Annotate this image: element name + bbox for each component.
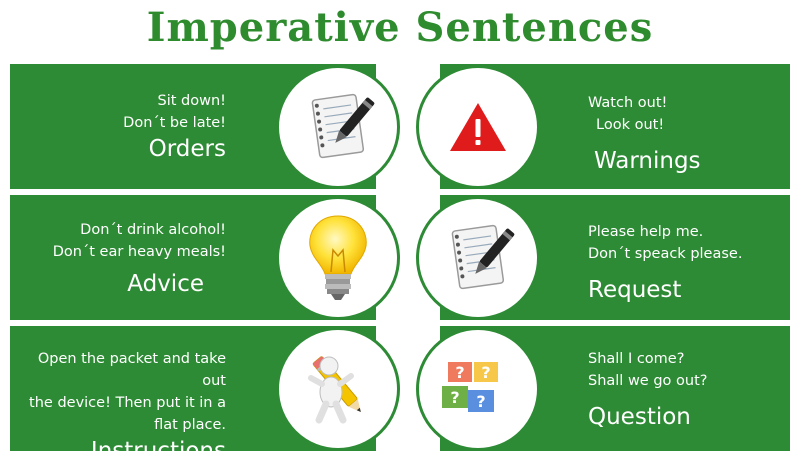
- notepad-pen-icon: [311, 93, 375, 159]
- svg-text:?: ?: [476, 392, 485, 411]
- instructions-line-2: the device! Then put it in a: [29, 395, 226, 411]
- question-heading: Question: [588, 404, 691, 430]
- notepad-pen-icon: [451, 224, 515, 290]
- request-heading: Request: [588, 277, 682, 303]
- page-title: Imperative Sentences: [146, 4, 654, 51]
- warning-triangle-icon: [450, 103, 506, 151]
- request-icon-circle: [416, 196, 540, 320]
- orders-heading: Orders: [148, 136, 226, 162]
- question-line-1: Shall I come?: [588, 351, 685, 367]
- advice-line-2: Don´t ear heavy meals!: [52, 244, 226, 260]
- svg-text:?: ?: [450, 388, 459, 407]
- question-cards-icon: ? ? ? ?: [442, 362, 498, 412]
- instructions-line-3: flat place.: [154, 417, 226, 433]
- svg-text:?: ?: [455, 363, 464, 382]
- instructions-heading: Instructions: [90, 438, 226, 455]
- warnings-heading: Warnings: [594, 148, 701, 174]
- lightbulb-icon: [309, 215, 367, 300]
- figure-with-pencil-icon: [308, 356, 361, 424]
- instructions-line-1: Open the packet and take out: [37, 351, 226, 389]
- warnings-line-2: Look out!: [596, 117, 665, 133]
- advice-icon-circle: [276, 196, 400, 320]
- orders-line-1: Sit down!: [157, 93, 226, 109]
- question-line-2: Shall we go out?: [588, 373, 708, 389]
- advice-line-1: Don´t drink alcohol!: [80, 222, 226, 238]
- svg-text:?: ?: [481, 363, 490, 382]
- warnings-icon-circle: [416, 65, 540, 189]
- request-line-2: Don´t speack please.: [588, 246, 743, 262]
- advice-heading: Advice: [127, 271, 204, 297]
- question-icon-circle: ? ? ? ?: [416, 327, 540, 451]
- warnings-line-1: Watch out!: [588, 95, 668, 111]
- request-line-1: Please help me.: [588, 224, 704, 240]
- orders-line-2: Don´t be late!: [123, 115, 226, 131]
- instructions-icon-circle: [276, 327, 400, 451]
- orders-icon-circle: [276, 65, 400, 189]
